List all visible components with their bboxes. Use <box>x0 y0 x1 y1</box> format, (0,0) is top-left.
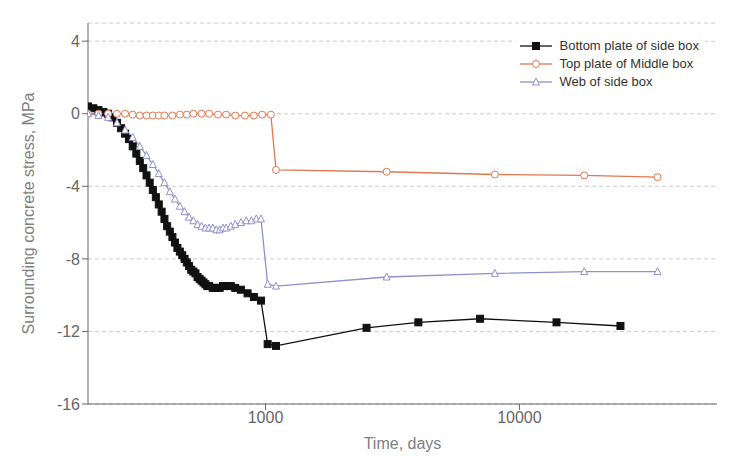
svg-text:Surrounding concrete stress, M: Surrounding concrete stress, MPa <box>20 92 37 334</box>
svg-text:-16: -16 <box>57 396 80 413</box>
html-text:Top plate of Middle box: Top plate of Middle box <box>559 56 694 71</box>
svg-text:1000: 1000 <box>248 409 284 426</box>
html-text:Web of side box: Web of side box <box>559 74 653 89</box>
svg-text:10000: 10000 <box>497 409 542 426</box>
svg-text:-12: -12 <box>57 323 80 340</box>
svg-text:-4: -4 <box>66 178 80 195</box>
svg-text:-8: -8 <box>66 251 80 268</box>
html-text:Bottom plate of side box: Bottom plate of side box <box>559 38 699 53</box>
svg-text:Time, days: Time, days <box>364 435 442 452</box>
svg-text:4: 4 <box>71 33 80 50</box>
svg-text:0: 0 <box>71 105 80 122</box>
